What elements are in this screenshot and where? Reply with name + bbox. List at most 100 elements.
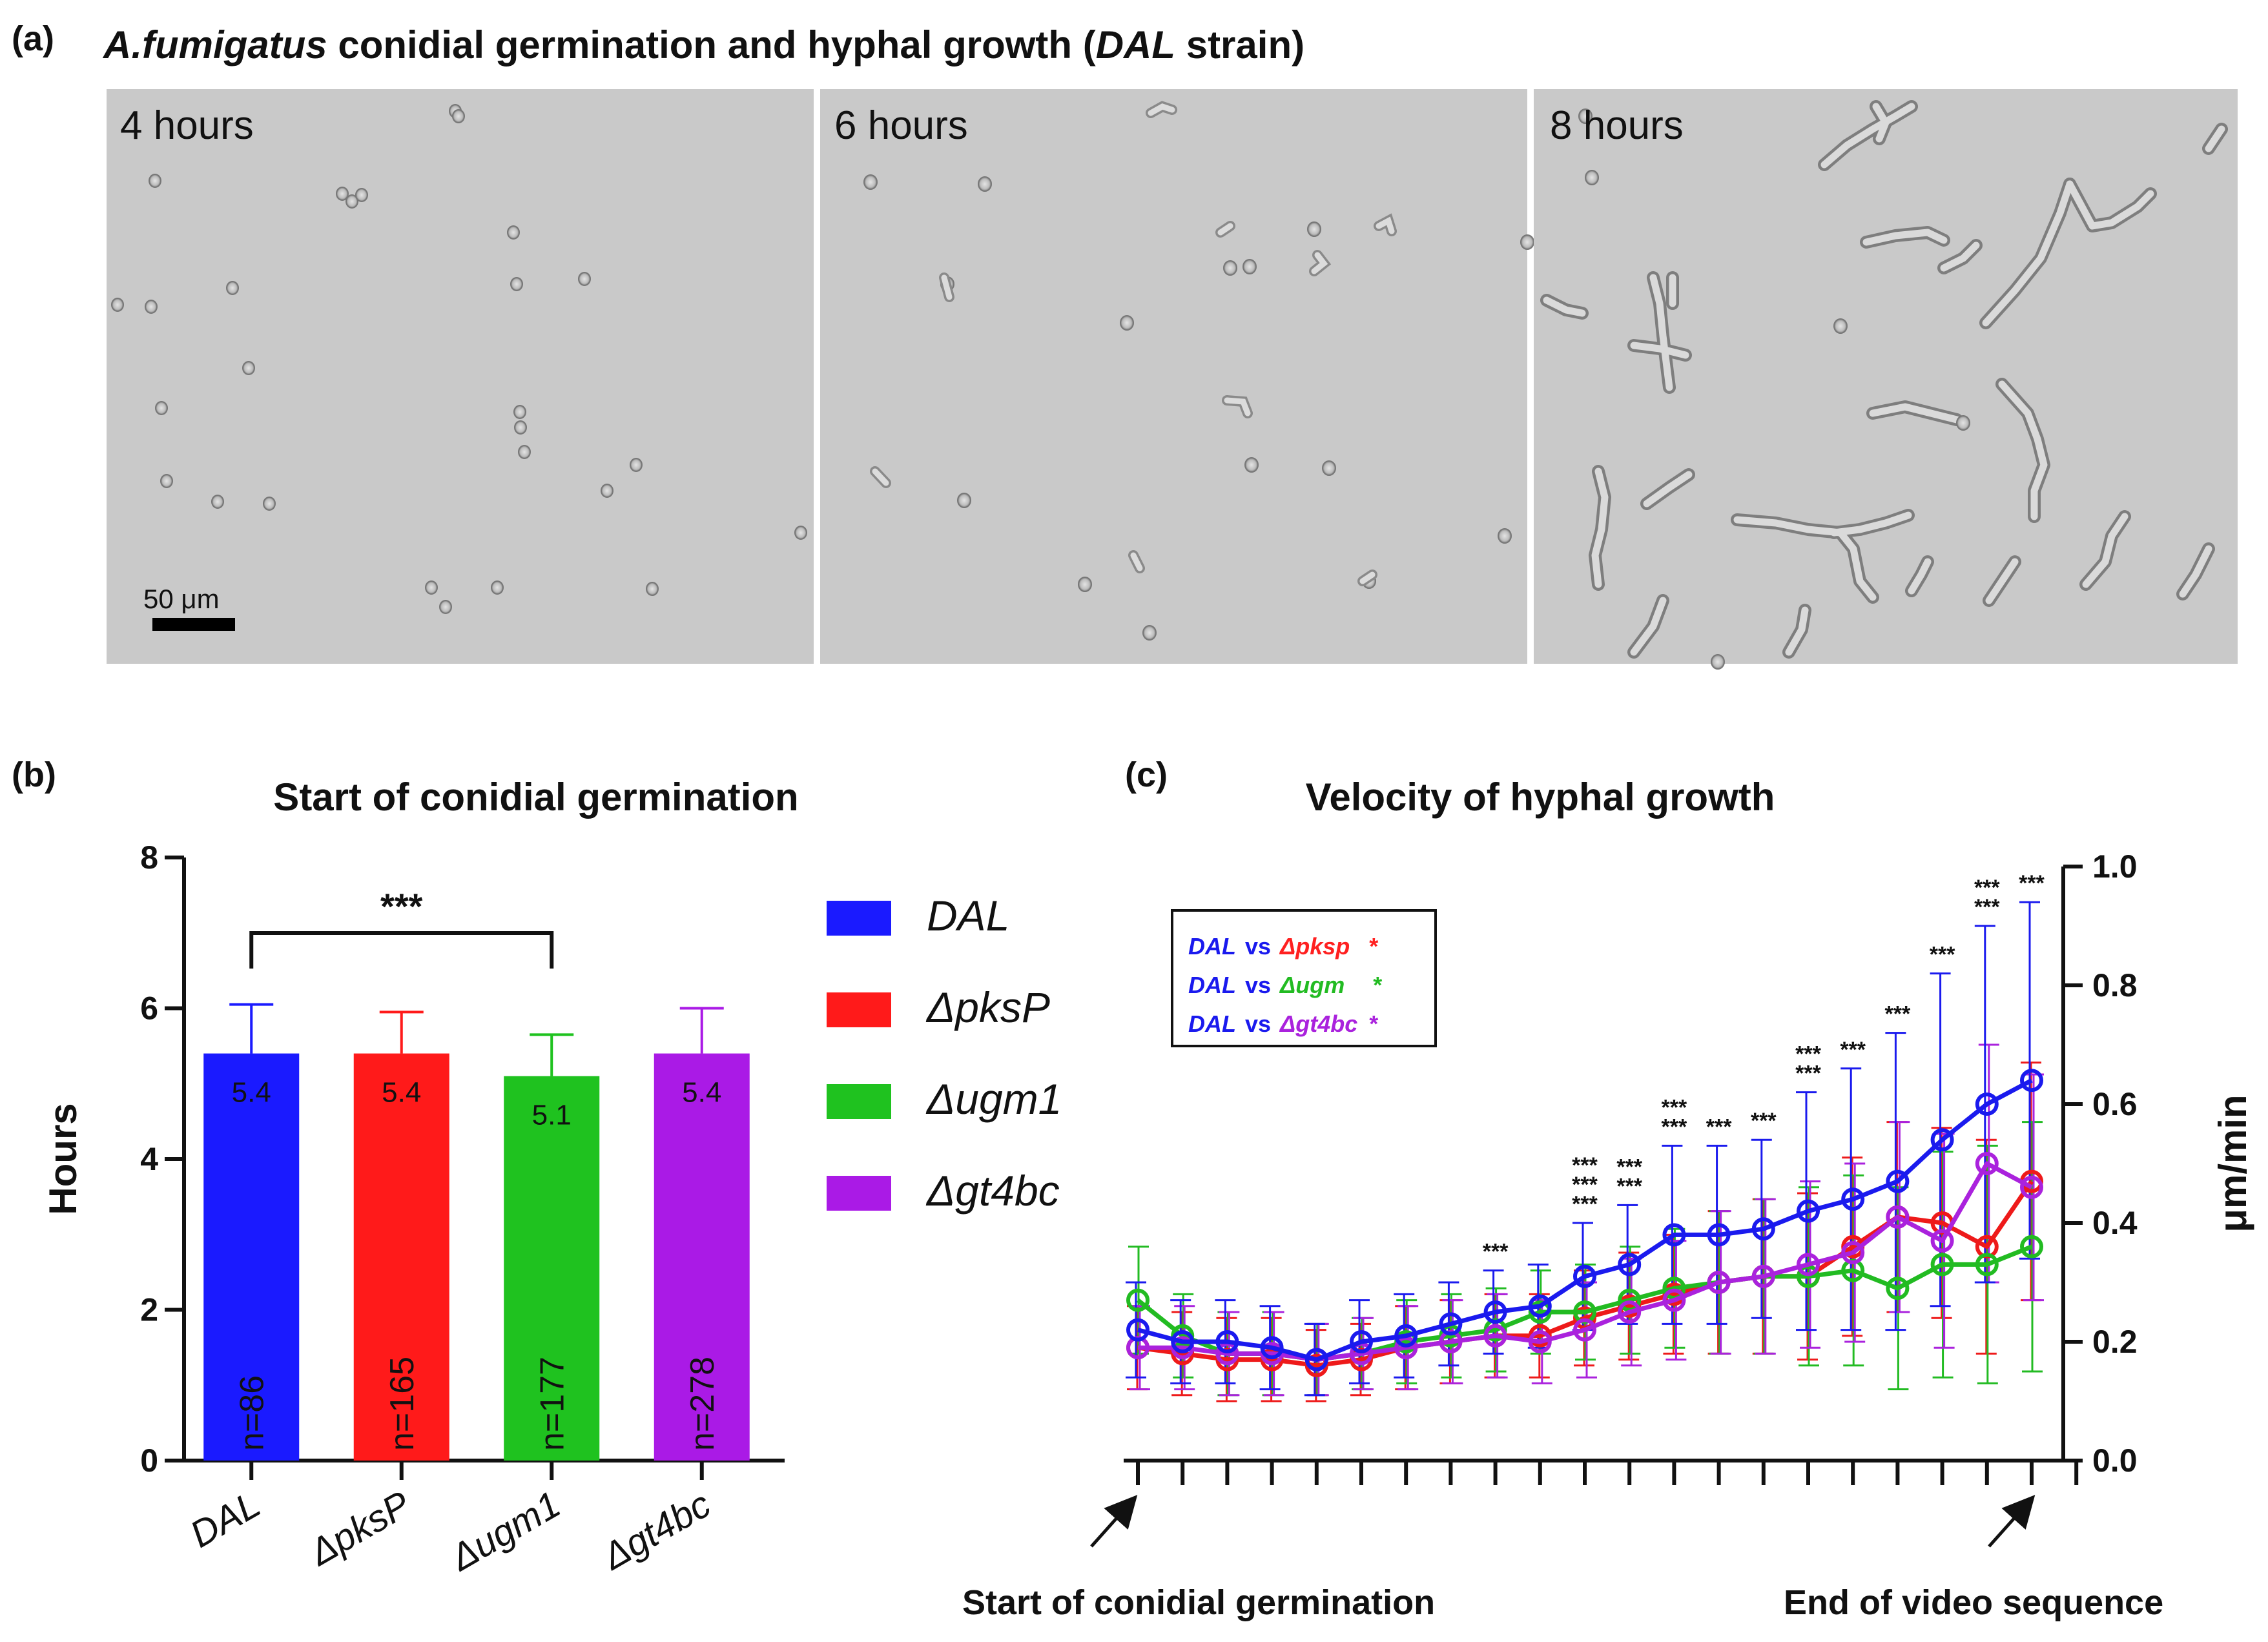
conidium <box>149 174 161 188</box>
panel-a-label: (a) <box>12 19 54 58</box>
germ-tube-core <box>941 274 953 300</box>
conidium <box>794 526 807 540</box>
data-point <box>1841 1241 1865 1264</box>
conidium <box>242 361 255 375</box>
scale-bar-label: 50 μm <box>143 584 220 614</box>
panel-c-label: (c) <box>1125 755 1168 794</box>
data-point <box>1573 1318 1596 1342</box>
hyphae-8h <box>1540 100 2228 670</box>
data-point <box>1618 1300 1642 1324</box>
legend-swatch <box>827 901 891 936</box>
data-point <box>1751 1264 1775 1288</box>
hypha-core <box>1630 342 1689 359</box>
x-tick-label: Δugm1 <box>442 1483 568 1579</box>
conidium <box>263 497 276 511</box>
significance-star: *** <box>1483 1240 1509 1264</box>
hypha-core <box>1908 558 1932 595</box>
significance-star: *** <box>1616 1155 1642 1179</box>
bar-4 <box>654 1053 750 1461</box>
panel-a: (a) A.fumigatus conidial germination and… <box>12 19 2238 670</box>
hypha-core <box>1940 241 1980 272</box>
data-point <box>1930 1128 1954 1152</box>
panel-a-title: A.fumigatus conidial germination and hyp… <box>102 23 1304 67</box>
series-line <box>1137 1078 2033 1362</box>
end-label: End of video sequence <box>1784 1583 2163 1622</box>
hypha-core <box>1785 606 1809 656</box>
start-label: Start of conidial germination <box>962 1583 1435 1622</box>
y-tick-label: 8 <box>140 839 158 876</box>
line-legend: DAL vs Δpksp * DAL vs Δugm * DAL vs Δgt4bc * <box>1171 909 1437 1047</box>
significance-star: *** <box>1572 1192 1598 1216</box>
legend-row-pksp: DAL vs Δpksp * <box>1188 933 1378 960</box>
conidium <box>578 272 591 286</box>
germ-tube-core <box>1224 397 1251 416</box>
conidium <box>1142 625 1157 641</box>
conidium <box>1578 108 1593 124</box>
conidium <box>1120 315 1134 331</box>
significance-star: *** <box>1706 1114 1732 1139</box>
significance-label: *** <box>380 886 423 927</box>
bar-n-label: n=165 <box>384 1357 421 1451</box>
data-point <box>1350 1330 1373 1353</box>
legend-swatch <box>827 992 891 1027</box>
conidium <box>491 580 504 595</box>
x-tick-label: DAL <box>183 1483 267 1556</box>
hypha-core <box>1982 180 2074 327</box>
conidium <box>336 187 349 201</box>
bar-legend: DAL ΔpksP Δugm1 Δgt4bc <box>827 892 1062 1215</box>
y-tick-label: 0 <box>140 1442 158 1479</box>
time-label-8h: 8 hours <box>1550 103 1684 148</box>
conidium <box>1585 170 1599 185</box>
data-point <box>1975 1093 1999 1116</box>
bar-2 <box>353 1053 449 1461</box>
line-chart: 0.00.20.40.60.81.0μm/min****************… <box>1124 848 2254 1485</box>
conidium <box>518 445 531 459</box>
significance-star: *** <box>1572 1153 1598 1178</box>
data-point <box>1662 1223 1686 1247</box>
significance-bracket <box>249 931 554 969</box>
hypha-core <box>1543 296 1586 317</box>
significance-star: *** <box>1974 876 2000 900</box>
micrograph-8h-background <box>1534 89 2238 664</box>
y-tick-label: 0.6 <box>2092 1086 2138 1122</box>
data-point <box>1886 1277 1910 1300</box>
hypha-core <box>2205 125 2225 152</box>
conidium <box>1833 318 1848 334</box>
significance-star: *** <box>1616 1174 1642 1198</box>
x-tick-label: ΔpksP <box>302 1483 418 1574</box>
y-tick-label: 0.8 <box>2092 967 2138 1003</box>
conidium <box>155 401 168 415</box>
data-point <box>1126 1288 1149 1312</box>
conidium <box>507 225 520 240</box>
data-point <box>1528 1294 1552 1318</box>
significance-star: *** <box>1662 1095 1687 1120</box>
legend-label: Δugm1 <box>925 1075 1062 1123</box>
conidium <box>646 582 659 596</box>
hypha-core <box>1649 274 1673 391</box>
bar-chart-title: Start of conidial germination <box>273 775 798 819</box>
bar-n-label: n=278 <box>684 1357 721 1451</box>
panel-b-label: (b) <box>12 755 56 794</box>
data-point <box>1886 1169 1910 1193</box>
micrograph-6h-background <box>820 89 1527 664</box>
y-tick-label: 1.0 <box>2092 848 2138 885</box>
conidium <box>978 176 992 192</box>
data-point <box>1751 1217 1775 1241</box>
y-axis-label: Hours <box>41 1103 85 1215</box>
conidium <box>510 277 523 291</box>
data-point <box>1618 1253 1642 1277</box>
legend-label: DAL <box>927 892 1009 939</box>
conidium <box>211 495 224 509</box>
significance-star: *** <box>1795 1062 1821 1086</box>
y-tick-label: 0.0 <box>2092 1442 2138 1479</box>
bar-value-label: 5.1 <box>532 1100 572 1131</box>
data-point <box>2020 1175 2043 1199</box>
y-axis-label: μm/min <box>2211 1094 2254 1232</box>
y-tick-label: 4 <box>140 1141 158 1177</box>
data-point <box>1707 1223 1731 1247</box>
data-point <box>1662 1288 1686 1312</box>
bar-1 <box>203 1053 300 1461</box>
data-point <box>1394 1324 1418 1348</box>
significance-star: *** <box>1662 1114 1687 1139</box>
hypha-core <box>1869 403 1961 424</box>
